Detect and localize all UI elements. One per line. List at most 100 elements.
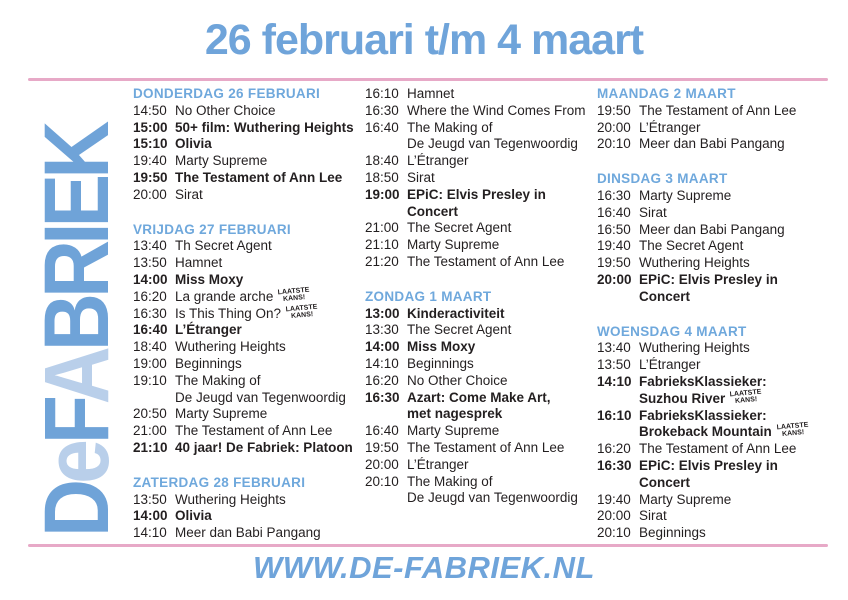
screening-lines: Beginnings [407, 356, 597, 373]
screening-time: 14:00 [133, 271, 168, 287]
screening-item: 19:50 The Testament of Ann Lee [365, 440, 597, 457]
fabriek-logo-text: DeFABRIEK [26, 104, 128, 537]
screening-item: 19:50 The Testament of Ann Lee [133, 170, 365, 187]
screening-time: 14:50 [133, 102, 167, 118]
screening-time: 14:10 [133, 525, 167, 541]
screening-lines: Wuthering Heights [639, 255, 829, 272]
logo-letter: B [26, 298, 129, 352]
screening-title-text: L’Étranger [639, 119, 701, 135]
screening-lines: L’Étranger [407, 153, 597, 170]
screening-time: 16:40 [365, 119, 399, 135]
screening-title-text: The Testament of Ann Lee [639, 102, 797, 118]
screening-title: The Testament of Ann Lee [639, 103, 829, 120]
screening-title-text: The Making of [407, 473, 493, 489]
screening-title-text: Marty Supreme [175, 153, 268, 169]
laatste-kans-badge: LAATSTE KANS! [730, 388, 763, 405]
screening-item: 14:00 Miss Moxy [133, 272, 365, 289]
screening-title-text: met nagesprek [407, 406, 503, 422]
screening-time: 13:30 [365, 322, 399, 338]
screening-time: 19:10 [133, 372, 167, 388]
screening-lines: Is This Thing On? LAATSTE KANS! [175, 303, 365, 323]
schedule-column: DONDERDAG 26 FEBRUARI 14:50 No Other Choic… [133, 86, 365, 560]
screening-title-text: Marty Supreme [639, 491, 732, 507]
screening-title: FabrieksKlassieker: [639, 408, 829, 425]
screening-title: Sirat [639, 205, 829, 222]
logo-letter: D [26, 483, 129, 537]
screening-title: 40 jaar! De Fabriek: Platoon [175, 440, 365, 457]
screening-lines: L’Étranger [639, 357, 829, 374]
day-section: ZONDAG 1 MAART 13:00 Kinderactiviteit 13:30… [365, 289, 597, 507]
screening-item: 20:00 Sirat [597, 508, 829, 525]
screening-title: Marty Supreme [175, 406, 365, 423]
screening-item: 19:40 Marty Supreme [133, 153, 365, 170]
screening-item: 16:40 The Making of De Jeugd van Tegenwoor… [365, 120, 597, 154]
screening-title: Miss Moxy [407, 339, 597, 356]
screening-item: 21:20 The Testament of Ann Lee [365, 254, 597, 271]
screening-time: 18:40 [133, 339, 167, 355]
screening-lines: Hamnet [407, 86, 597, 103]
screening-item: 16:30 Azart: Come Make Art, met nagesprek [365, 390, 597, 424]
screening-time: 20:10 [365, 473, 399, 489]
screening-lines: No Other Choice [175, 103, 365, 120]
screening-time: 20:10 [597, 136, 631, 152]
screening-lines: Wuthering Heights [639, 340, 829, 357]
screening-title: The Testament of Ann Lee [175, 423, 365, 440]
screening-title-text: Miss Moxy [407, 339, 476, 355]
screening-lines: Beginnings [639, 525, 829, 542]
screening-title: Wuthering Heights [639, 255, 829, 272]
laatste-kans-badge: LAATSTE KANS! [278, 286, 311, 303]
day-section: ZATERDAG 28 FEBRUARI 13:50 Wuthering Heigh… [133, 475, 365, 542]
screening-lines: Miss Moxy [175, 272, 365, 289]
screening-item: 16:40 L’Étranger [133, 322, 365, 339]
screening-item: 18:40 Wuthering Heights [133, 339, 365, 356]
screening-title-text: Suzhou River [639, 390, 726, 406]
screening-time: 16:30 [365, 389, 400, 405]
screening-time: 16:40 [133, 322, 168, 338]
screening-time: 16:40 [597, 204, 631, 220]
screening-title-text: The Testament of Ann Lee [175, 169, 343, 185]
screening-time: 21:00 [133, 423, 167, 439]
screening-lines: Where the Wind Comes From [407, 103, 597, 120]
screening-item: 14:10 Beginnings [365, 356, 597, 373]
screening-title: EPiC: Elvis Presley in Concert [407, 187, 597, 221]
screening-title-text: Sirat [407, 169, 435, 185]
screening-title-text: Sirat [175, 186, 203, 202]
screening-item: 19:10 The Making of De Jeugd van Tegenwoor… [133, 373, 365, 407]
screening-title-text: Wuthering Heights [175, 491, 286, 507]
screening-lines: The Testament of Ann Lee [407, 254, 597, 271]
screening-item: 20:10 The Making of De Jeugd van Tegenwoor… [365, 474, 597, 508]
screening-time: 13:50 [133, 491, 167, 507]
screening-title-text: La grande arche [175, 288, 274, 304]
screening-time: 19:40 [597, 238, 631, 254]
screening-title: L’Étranger [175, 322, 365, 339]
schedule-column: MAANDAG 2 MAART 19:50 The Testament of Ann… [597, 86, 829, 560]
screening-lines: Azart: Come Make Art, met nagesprek [407, 390, 597, 424]
screening-title-text: Beginnings [175, 355, 242, 371]
screening-time: 16:20 [365, 372, 399, 388]
screening-item: 21:00 The Testament of Ann Lee [133, 423, 365, 440]
screening-title-text: L’Étranger [407, 456, 469, 472]
screening-lines: 40 jaar! De Fabriek: Platoon [175, 440, 365, 457]
screening-item: 20:00 EPiC: Elvis Presley in Concert [597, 272, 829, 306]
screening-title-text: Miss Moxy [175, 271, 244, 287]
badge-line2: KANS! [290, 310, 314, 319]
screening-title: Meer dan Babi Pangang [639, 136, 829, 153]
screening-title: met nagesprek [407, 406, 597, 423]
screening-title: EPiC: Elvis Presley in Concert [639, 272, 829, 306]
laatste-kans-badge: LAATSTE KANS! [285, 303, 319, 320]
screening-time: 16:30 [597, 187, 631, 203]
logo-letter: e [26, 444, 129, 484]
screening-item: 19:50 The Testament of Ann Lee [597, 103, 829, 120]
screening-time: 19:00 [365, 186, 400, 202]
screening-title: Azart: Come Make Art, [407, 390, 597, 407]
screening-time: 13:00 [365, 305, 400, 321]
screening-time: 20:10 [597, 525, 631, 541]
screening-lines: No Other Choice [407, 373, 597, 390]
screening-lines: Wuthering Heights [175, 339, 365, 356]
day-header: ZONDAG 1 MAART [365, 288, 492, 304]
screening-title-text: Marty Supreme [639, 187, 732, 203]
screening-item: 20:00 L’Étranger [597, 120, 829, 137]
screening-time: 19:40 [133, 153, 167, 169]
screening-title-text: L’Étranger [639, 357, 701, 373]
screening-lines: The Testament of Ann Lee [407, 440, 597, 457]
